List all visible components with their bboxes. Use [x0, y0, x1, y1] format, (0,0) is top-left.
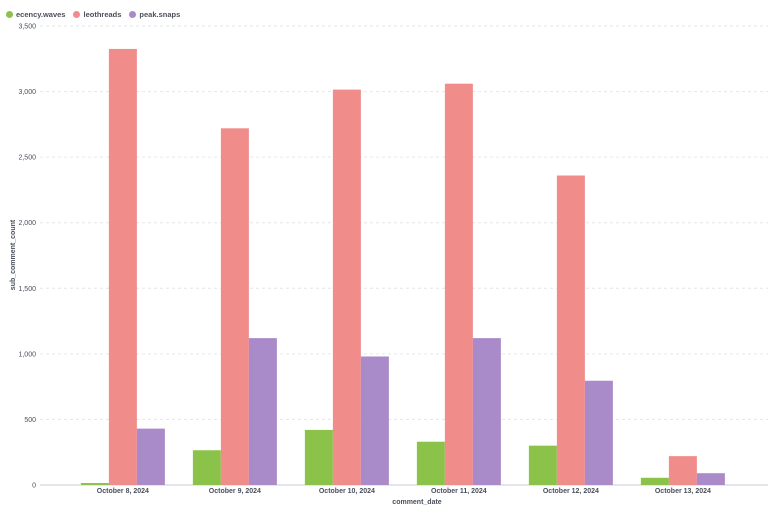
y-tick-label: 500	[24, 417, 36, 424]
legend-item-peak-snaps[interactable]: peak.snaps	[129, 10, 180, 19]
legend-label: ecency.waves	[16, 9, 66, 19]
legend-label: peak.snaps	[139, 9, 181, 19]
bar-peak-snaps-5[interactable]	[584, 380, 613, 485]
bar-peak-snaps-6[interactable]	[696, 473, 725, 485]
bar-ecency-waves-5[interactable]	[528, 445, 557, 485]
bar-ecency-waves-2[interactable]	[192, 450, 221, 485]
bar-peak-snaps-2[interactable]	[248, 338, 277, 485]
x-tick-label: October 11, 2024	[431, 488, 487, 495]
bar-peak-snaps-1[interactable]	[136, 428, 165, 485]
x-tick-label: October 10, 2024	[319, 488, 375, 495]
y-tick-label: 0	[32, 483, 36, 490]
y-tick-label: 2,500	[18, 155, 36, 162]
x-axis-title: comment_date	[392, 499, 442, 506]
legend-label: leothreads	[83, 9, 122, 19]
x-tick-label: October 12, 2024	[543, 488, 599, 495]
y-tick-label: 3,000	[18, 89, 36, 96]
bar-ecency-waves-4[interactable]	[416, 441, 445, 485]
y-tick-label: 1,000	[18, 351, 36, 358]
legend-swatch	[129, 10, 137, 18]
y-tick-label: 2,000	[18, 220, 36, 227]
bar-ecency-waves-1[interactable]	[80, 483, 109, 485]
bar-leothreads-6[interactable]	[668, 456, 697, 485]
bar-leothreads-3[interactable]	[332, 89, 361, 486]
legend-item-ecency-waves[interactable]: ecency.waves	[6, 10, 65, 19]
chart-legend: ecency.waves leothreads peak.snaps	[6, 7, 180, 21]
bar-peak-snaps-4[interactable]	[472, 338, 501, 485]
bar-leothreads-1[interactable]	[108, 48, 137, 485]
legend-swatch	[73, 10, 81, 18]
legend-swatch	[6, 10, 13, 18]
x-tick-label: October 8, 2024	[97, 488, 149, 495]
y-tick-label: 3,500	[18, 24, 36, 31]
bar-leothreads-4[interactable]	[444, 83, 473, 486]
bar-leothreads-5[interactable]	[556, 175, 585, 485]
bar-peak-snaps-3[interactable]	[360, 356, 389, 485]
bar-ecency-waves-6[interactable]	[640, 477, 669, 485]
legend-item-leothreads[interactable]: leothreads	[73, 10, 121, 19]
y-tick-label: 1,500	[18, 286, 36, 293]
x-tick-label: October 9, 2024	[209, 488, 261, 495]
bar-ecency-waves-3[interactable]	[304, 429, 333, 485]
x-tick-label: October 13, 2024	[655, 488, 711, 495]
bar-leothreads-2[interactable]	[220, 128, 249, 485]
y-axis-title: sub_comment_count	[10, 219, 17, 290]
